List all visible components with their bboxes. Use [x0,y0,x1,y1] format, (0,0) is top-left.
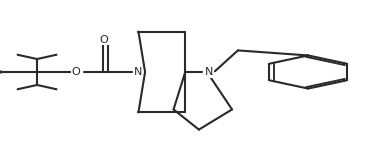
Text: N: N [204,67,213,77]
Text: O: O [99,35,108,45]
Text: O: O [72,67,80,77]
Text: N: N [134,67,143,77]
